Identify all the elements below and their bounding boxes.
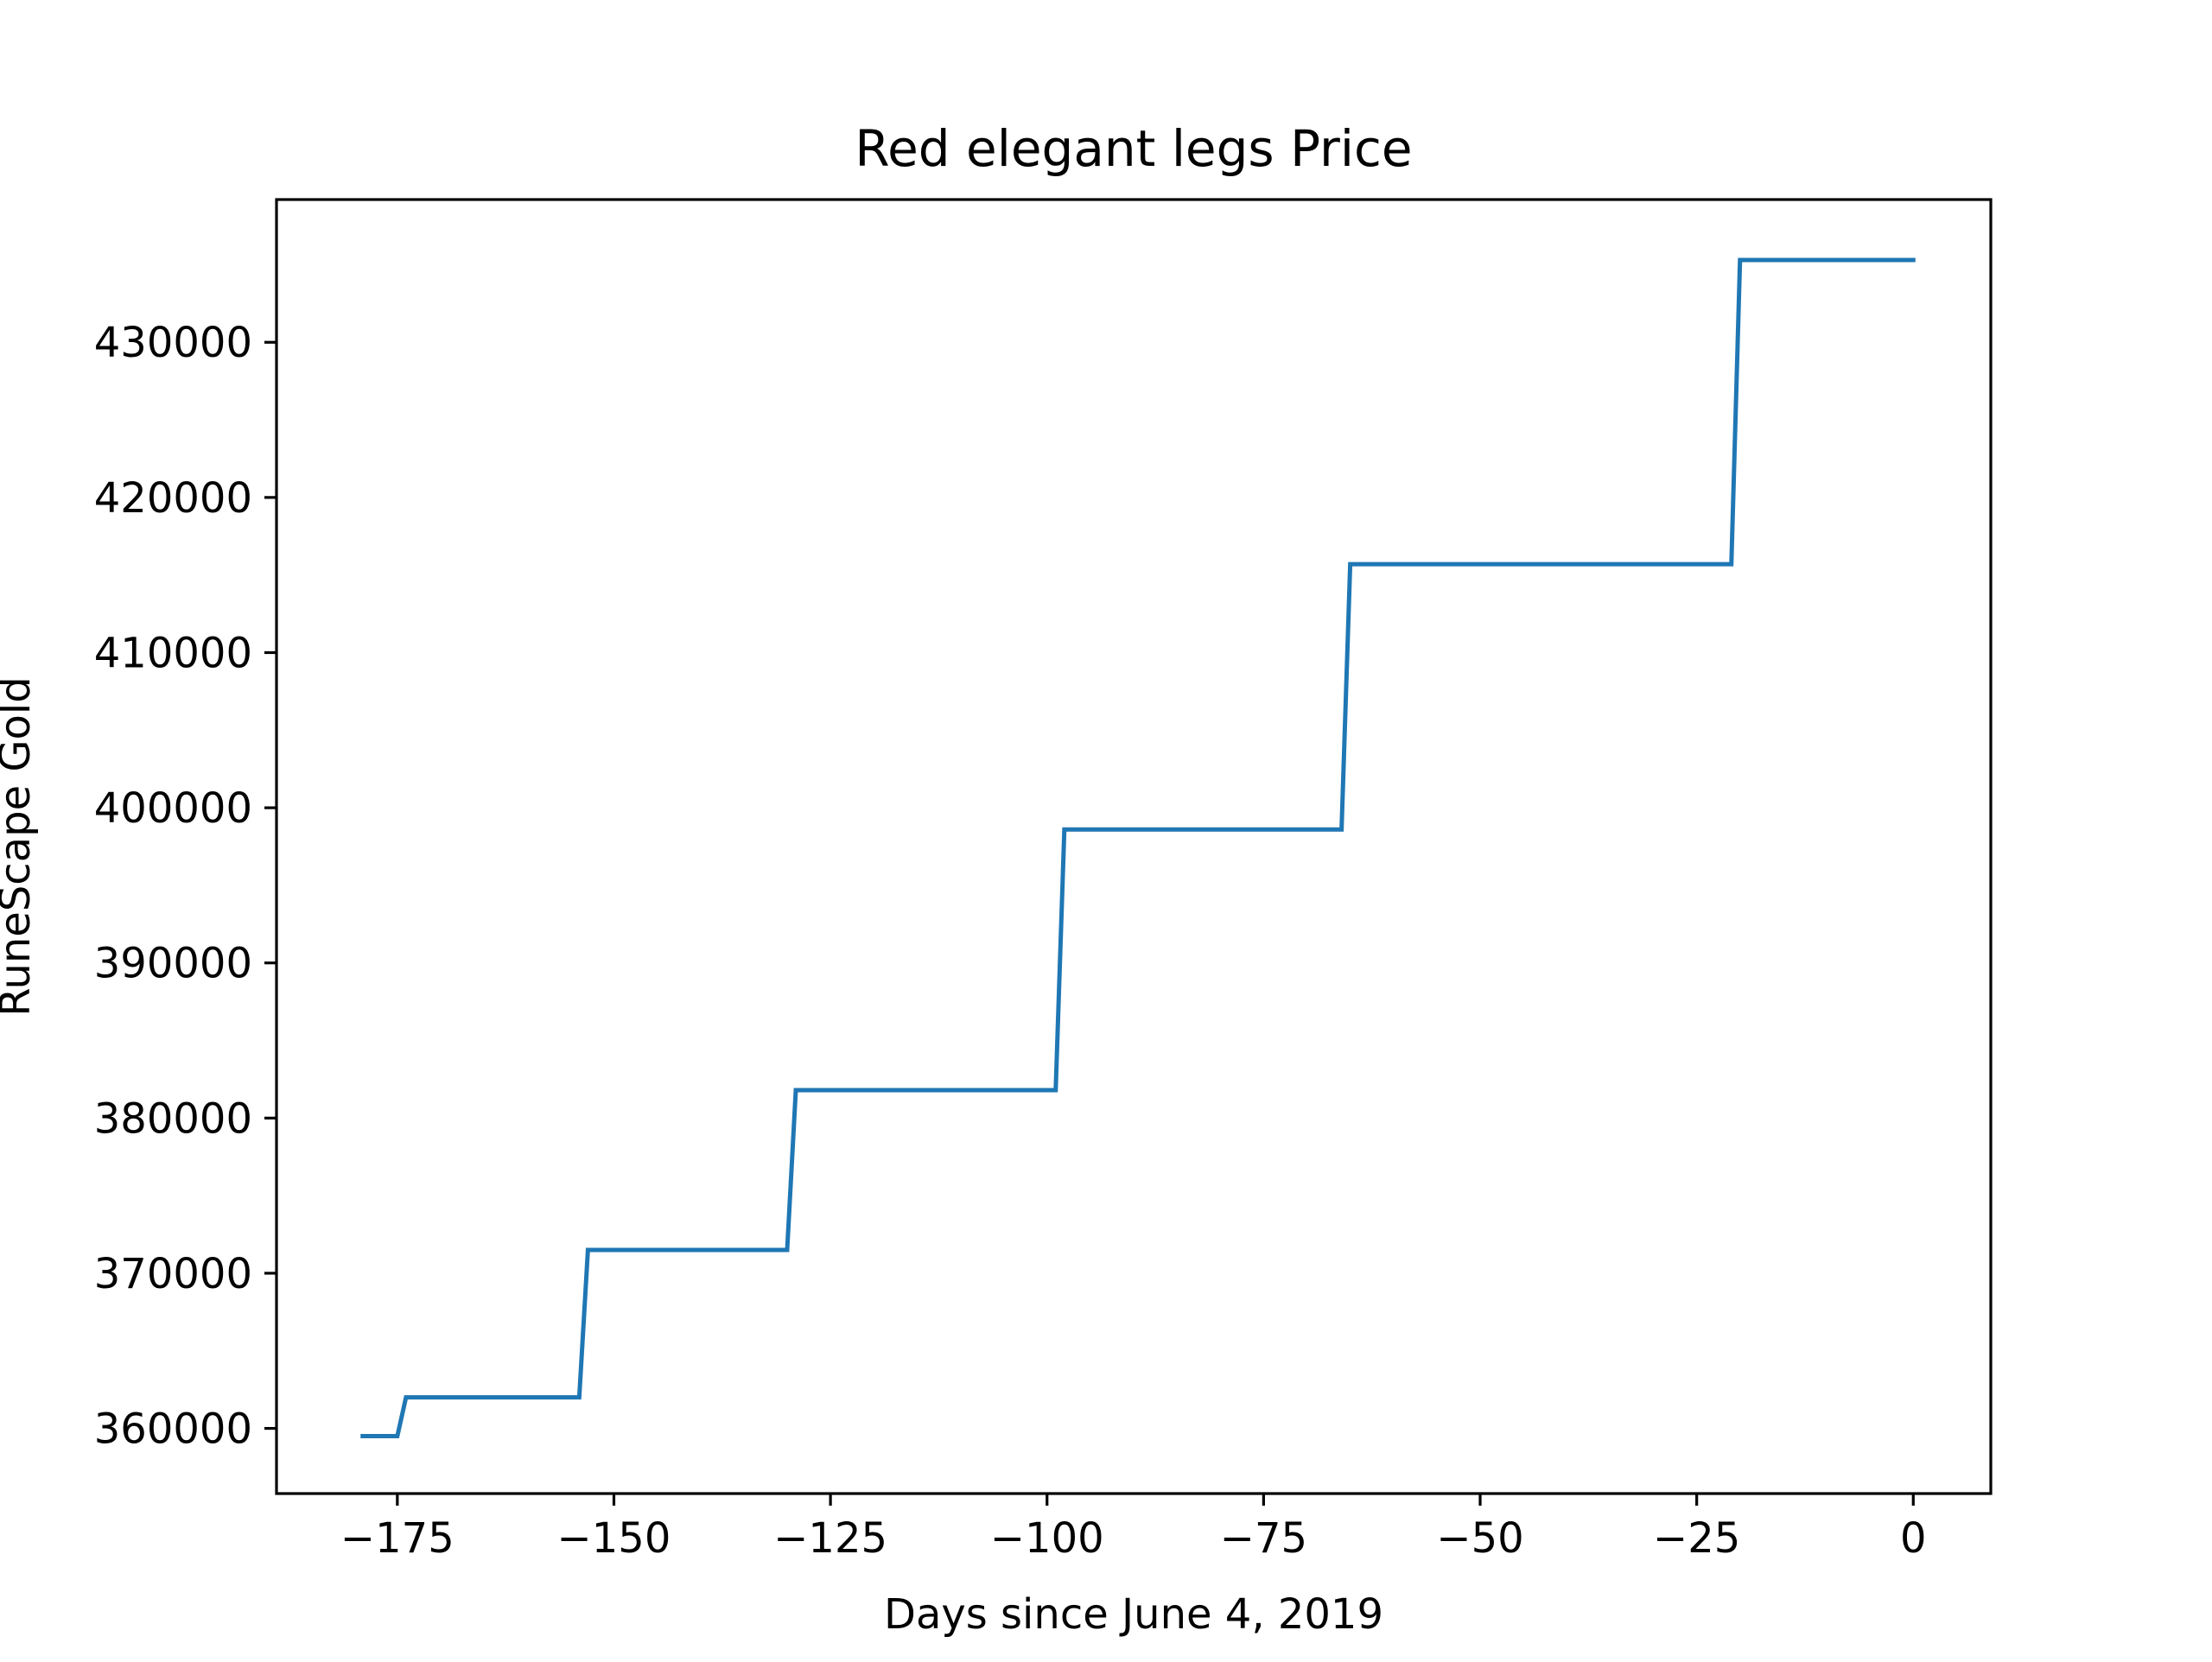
chart-title: Red elegant legs Price bbox=[855, 119, 1412, 178]
x-tick-label: −75 bbox=[1220, 1514, 1307, 1563]
x-tick-label: −175 bbox=[340, 1514, 454, 1563]
series-line-0 bbox=[360, 257, 1916, 1439]
x-tick-label: −100 bbox=[990, 1514, 1104, 1563]
y-tick-label: 410000 bbox=[94, 629, 252, 677]
y-axis-ticks: 360000 370000 380000 390000 400000 410000 4200… bbox=[94, 319, 276, 1454]
x-tick-label: −150 bbox=[557, 1514, 671, 1563]
y-axis-label: RuneScape Gold bbox=[0, 676, 40, 1016]
y-tick-label: 400000 bbox=[94, 784, 252, 833]
x-tick-label: −125 bbox=[773, 1514, 887, 1563]
x-axis-ticks: −175 −150 −125 −100 −75 −50 −25 0 bbox=[340, 1494, 1927, 1563]
series-layer bbox=[360, 257, 1916, 1439]
plot-frame bbox=[275, 198, 1993, 1495]
x-tick-label: −25 bbox=[1653, 1514, 1740, 1563]
y-tick-label: 430000 bbox=[94, 319, 252, 367]
y-tick-label: 370000 bbox=[94, 1250, 252, 1298]
x-tick-label: 0 bbox=[1900, 1514, 1927, 1563]
y-tick-label: 420000 bbox=[94, 474, 252, 523]
y-tick-label: 390000 bbox=[94, 940, 252, 988]
y-tick-label: 380000 bbox=[94, 1094, 252, 1143]
y-tick-label: 360000 bbox=[94, 1405, 252, 1454]
plot-area-background bbox=[276, 200, 1991, 1494]
x-axis-label: Days since June 4, 2019 bbox=[884, 1590, 1383, 1639]
x-tick-label: −50 bbox=[1436, 1514, 1523, 1563]
